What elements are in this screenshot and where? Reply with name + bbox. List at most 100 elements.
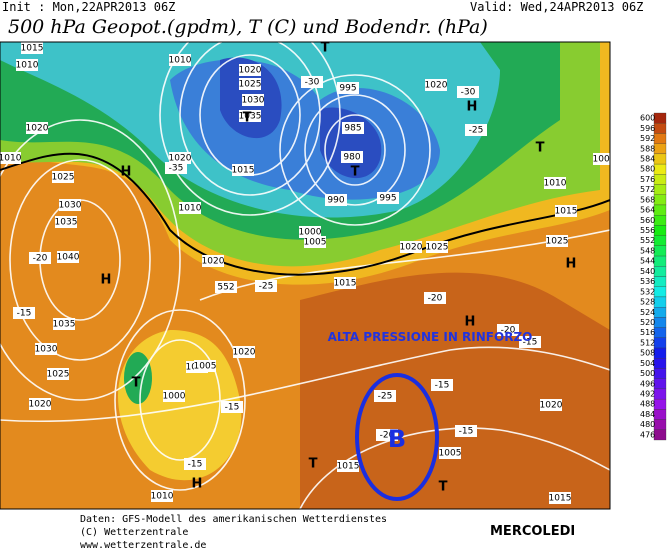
contour-label: 1000 [299, 228, 322, 238]
label-bg [151, 490, 173, 502]
color-swatch [653, 296, 667, 308]
label-bg [497, 324, 519, 336]
scale-label: 536 [640, 277, 655, 286]
contour-label: -20 [33, 254, 48, 264]
label-bg [169, 152, 191, 164]
label-bg [239, 110, 261, 122]
contour-label: 1015 [334, 279, 357, 289]
contour-label: 1020 [26, 124, 49, 134]
contour-label: 1035 [53, 320, 76, 330]
contour-label: 1020 [169, 154, 192, 164]
scale-label: 592 [640, 134, 655, 143]
scale-label: 488 [640, 400, 655, 409]
scale-label: 572 [640, 185, 655, 194]
contour-label: -25 [378, 392, 393, 402]
label-bg [29, 252, 51, 264]
contour-label: 1025 [52, 173, 75, 183]
color-swatch [653, 225, 667, 236]
scale-label: 504 [640, 359, 655, 368]
contour-label: 1005 [304, 238, 327, 248]
contour-label: -30 [461, 88, 476, 98]
label-bg [301, 76, 323, 88]
color-swatch [653, 347, 667, 359]
scale-label: 496 [640, 379, 655, 388]
contour-label: 990 [327, 196, 344, 206]
label-bg [455, 425, 477, 437]
low-label: B [388, 425, 406, 453]
label-bg [169, 54, 191, 66]
contour-label: 985 [344, 124, 361, 134]
scale-label: 540 [640, 267, 655, 276]
contour-label: 1030 [35, 345, 58, 355]
label-bg [555, 205, 577, 217]
contour-label: 1025 [546, 237, 569, 247]
scale-label: 532 [640, 287, 655, 296]
scale-label: 528 [640, 298, 655, 307]
contour-label: 1015 [21, 44, 44, 54]
label-bg [26, 122, 48, 134]
label-bg [431, 379, 453, 391]
contour-label: -20 [380, 431, 395, 441]
label-bg [439, 447, 461, 459]
color-swatch [653, 358, 667, 369]
color-swatch [653, 368, 667, 379]
pressure-center: H [465, 315, 476, 330]
contour-label: 995 [379, 194, 396, 204]
color-swatch [653, 429, 667, 441]
contour-label: 552 [217, 283, 234, 293]
color-swatch [653, 194, 667, 206]
contour-label: 1010 [151, 492, 174, 502]
contour-label: 1020 [540, 401, 563, 411]
contour-label: 1020 [400, 243, 423, 253]
label-bg [13, 307, 35, 319]
footer-copyright: (C) Wetterzentrale [80, 527, 188, 538]
contour-label: 1035 [55, 218, 78, 228]
color-swatch [653, 112, 667, 124]
contour-label: 1010 [179, 204, 202, 214]
color-swatch [653, 286, 667, 298]
label-bg [376, 429, 398, 441]
color-swatch [653, 123, 667, 134]
label-bg [341, 151, 363, 163]
color-swatch [653, 409, 667, 420]
pressure-center: H [101, 273, 112, 288]
pressure-center: T [309, 457, 318, 472]
contour-label: 1005 [593, 155, 616, 165]
color-scale: 6005965925885845805765725685645605565525… [640, 112, 667, 441]
label-bg [325, 194, 347, 206]
low-marker [355, 373, 439, 501]
color-swatch [653, 266, 667, 277]
color-swatch [653, 398, 667, 410]
label-bg [21, 42, 43, 54]
scale-label: 524 [640, 308, 655, 317]
scale-label: 552 [640, 236, 655, 245]
label-bg [425, 79, 447, 91]
color-swatch [653, 153, 667, 165]
color-swatch [653, 245, 667, 257]
pressure-center: T [536, 141, 545, 156]
pressure-center: T [351, 165, 360, 180]
scale-label: 480 [640, 420, 655, 429]
contour-label: 1020 [29, 400, 52, 410]
color-swatch [653, 337, 667, 349]
color-swatch [653, 388, 667, 400]
label-bg [593, 153, 610, 165]
label-bg [334, 277, 356, 289]
scale-label: 580 [640, 165, 655, 174]
contour-label: 1015 [337, 462, 360, 472]
scale-label: 600 [640, 114, 655, 123]
valid-time: Valid: Wed,24APR2013 06Z [470, 0, 643, 14]
contour-label: -15 [188, 460, 203, 470]
scale-label: 512 [640, 338, 655, 347]
label-bg [29, 398, 51, 410]
color-swatch [653, 204, 667, 216]
label-bg [519, 336, 541, 348]
label-bg [304, 236, 326, 248]
contour-label: -15 [435, 381, 450, 391]
label-bg [465, 124, 487, 136]
label-bg [202, 255, 224, 267]
isobars [0, 42, 610, 509]
pressure-center: H [467, 100, 478, 115]
